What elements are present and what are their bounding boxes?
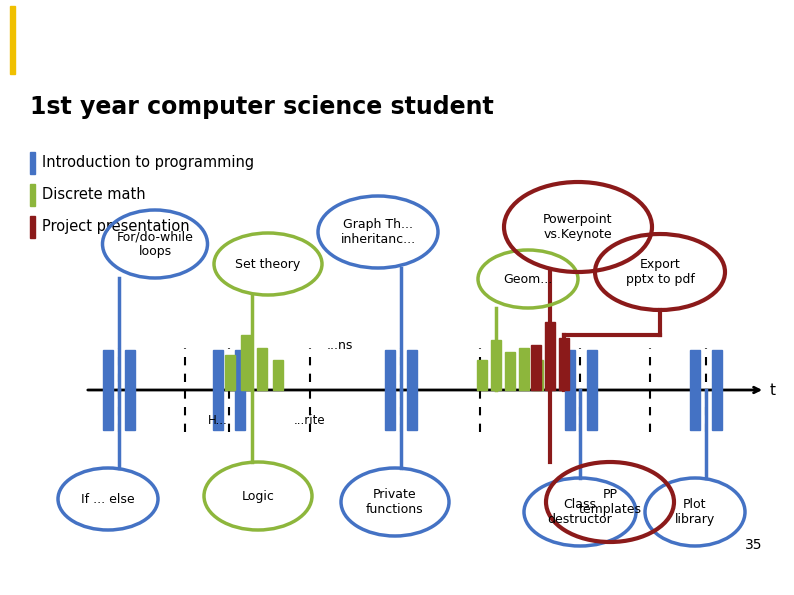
Text: 1st year computer science student: 1st year computer science student	[30, 95, 494, 119]
Bar	[505, 352, 515, 390]
Text: Project presentation: Project presentation	[42, 218, 190, 233]
Bar	[213, 350, 223, 390]
Bar	[407, 350, 417, 390]
Text: For/do-while
loops: For/do-while loops	[117, 230, 194, 258]
Bar	[565, 390, 575, 430]
Text: t: t	[770, 383, 776, 397]
Bar	[235, 350, 245, 390]
Bar	[690, 390, 700, 430]
Bar	[30, 152, 35, 174]
Text: Plot
library: Plot library	[675, 498, 715, 526]
Bar	[519, 348, 529, 390]
Bar	[712, 390, 722, 430]
Bar	[587, 350, 597, 390]
Bar	[30, 184, 35, 206]
Bar	[690, 350, 700, 390]
Bar	[559, 338, 569, 390]
Text: Discrete math: Discrete math	[42, 186, 145, 202]
Bar	[587, 390, 597, 430]
Bar	[103, 390, 113, 430]
Bar	[103, 350, 113, 390]
Text: ...rite: ...rite	[295, 414, 326, 427]
Bar	[225, 355, 235, 390]
Bar	[531, 345, 541, 390]
Text: Export
pptx to pdf: Export pptx to pdf	[626, 258, 695, 286]
Bar	[213, 390, 223, 430]
Bar	[477, 360, 487, 390]
Text: ...ns: ...ns	[327, 339, 353, 352]
Bar	[10, 7, 15, 74]
Bar	[30, 216, 35, 238]
Bar	[125, 350, 135, 390]
Bar	[241, 335, 251, 390]
Text: Learning patterns: An example: Learning patterns: An example	[25, 27, 487, 53]
Bar	[407, 390, 417, 430]
Text: Logic: Logic	[241, 490, 275, 503]
Bar	[533, 360, 543, 390]
Text: Powerpoint
vs.Keynote: Powerpoint vs.Keynote	[543, 213, 613, 241]
Bar	[545, 322, 555, 390]
Text: PP
templates: PP templates	[579, 488, 642, 516]
Text: H...: H...	[208, 414, 228, 427]
Text: Graph Th...
inheritanc...: Graph Th... inheritanc...	[341, 218, 415, 246]
Bar	[257, 348, 267, 390]
Bar	[385, 390, 395, 430]
Text: Introduction to programming: Introduction to programming	[42, 155, 254, 170]
Text: 35: 35	[745, 538, 762, 552]
Bar	[273, 360, 283, 390]
Bar	[125, 390, 135, 430]
Bar	[712, 350, 722, 390]
Text: Set theory: Set theory	[235, 258, 301, 271]
Text: Class
destructor: Class destructor	[548, 498, 612, 526]
Bar	[491, 340, 501, 390]
Text: Private
functions: Private functions	[366, 488, 424, 516]
Bar	[235, 390, 245, 430]
Text: Geom...: Geom...	[503, 273, 553, 286]
Bar	[565, 350, 575, 390]
Bar	[385, 350, 395, 390]
Text: If ... else: If ... else	[81, 493, 135, 506]
